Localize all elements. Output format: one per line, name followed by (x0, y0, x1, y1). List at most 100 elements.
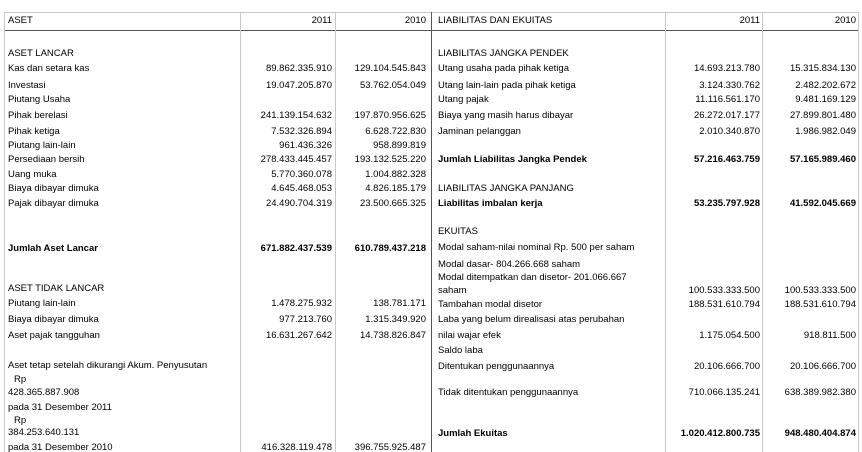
row-label: Modal saham-nilai nominal Rp. 500 per sa… (438, 242, 635, 253)
amount: 188.531.610.794 (688, 299, 760, 310)
amount: 948.480.404.874 (784, 428, 856, 439)
amount: 23.500.665.325 (359, 198, 426, 209)
row-label: Pihak ketiga (8, 126, 60, 137)
header-label: LIABILITAS DAN EKUITAS (438, 15, 553, 26)
column-rule (240, 12, 241, 452)
amount: 7.532.326.894 (271, 126, 332, 137)
amount: 4.826.185.179 (365, 183, 426, 194)
amount: 57.165.989.460 (789, 154, 856, 165)
amount: 416.328.119.478 (261, 442, 332, 452)
amount: 4.645.468.053 (271, 183, 332, 194)
row-label: ASET LANCAR (8, 48, 74, 59)
row-label: pada 31 Desember 2011 (8, 402, 112, 413)
row-label: Utang usaha pada pihak ketiga (438, 63, 569, 74)
header-year: 2011 (739, 15, 760, 26)
amount: 188.531.610.794 (784, 299, 856, 310)
amount: 9.481.169.129 (795, 94, 856, 105)
amount: 100.533.333.500 (688, 285, 760, 296)
row-label: Jumlah Ekuitas (438, 428, 508, 439)
row-label: Investasi (8, 80, 46, 91)
amount: 6.628.722.830 (365, 126, 426, 137)
row-label: Aset pajak tangguhan (8, 330, 100, 341)
row-label: Tambahan modal disetor (438, 299, 543, 310)
header-label: ASET (8, 15, 33, 26)
amount: 638.389.982.380 (784, 387, 856, 398)
row-label: saham (438, 285, 467, 296)
amount: 53.762.054.049 (359, 80, 426, 91)
row-label: Aset tetap setelah dikurangi Akum. Penyu… (8, 360, 208, 371)
row-label: EKUITAS (438, 226, 478, 237)
row-label: Pihak berelasi (8, 110, 68, 121)
header-year: 2010 (834, 15, 856, 26)
amount: 129.104.545.843 (354, 63, 426, 74)
amount: 27.899.801.480 (789, 110, 856, 121)
amount: 241.139.154.632 (260, 110, 332, 121)
amount: 15.315.834.130 (789, 63, 856, 74)
row-label: Jaminan pelanggan (438, 126, 521, 137)
amount: 2.010.340.870 (699, 126, 760, 137)
amount: 41.592.045.669 (789, 198, 856, 209)
row-label: Biaya dibayar dimuka (8, 314, 99, 325)
header-year: 2010 (404, 15, 426, 26)
amount: 961.436.326 (279, 140, 332, 151)
amount: 1.020.412.800.735 (680, 428, 760, 439)
amount: 1.175.054.500 (699, 330, 760, 341)
row-label: Ditentukan penggunaannya (438, 361, 555, 372)
row-label: Kas dan setara kas (8, 63, 90, 74)
amount: 197.870.956.625 (354, 110, 426, 121)
column-rule (431, 12, 432, 452)
row-label: pada 31 Desember 2010 (8, 442, 113, 452)
row-label: Piutang lain-lain (8, 140, 76, 151)
row-label: Jumlah Liabilitas Jangka Pendek (438, 154, 587, 165)
column-rule (4, 12, 5, 452)
row-label: Laba yang belum direalisasi atas perubah… (438, 314, 625, 325)
amount: 193.132.525.220 (354, 154, 426, 165)
row-label: Piutang lain-lain (8, 298, 76, 309)
amount: 24.490.704.319 (265, 198, 332, 209)
amount: 278.433.445.457 (260, 154, 332, 165)
row-label: Rp (14, 374, 27, 385)
column-rule (335, 12, 336, 452)
row-label: 428.365.887.908 (8, 387, 80, 398)
row-label: Jumlah Aset Lancar (8, 243, 98, 254)
row-label: Rp (14, 415, 27, 426)
amount: 2.482.202.672 (795, 80, 856, 91)
amount: 26.272.017.177 (693, 110, 760, 121)
amount: 918.811.500 (803, 330, 856, 341)
amount: 16.631.267.642 (265, 330, 332, 341)
amount: 610.789.437.218 (354, 243, 426, 254)
row-label: Biaya yang masih harus dibayar (438, 110, 574, 121)
row-label: nilai wajar efek (438, 330, 501, 341)
row-label: Uang muka (8, 169, 57, 180)
amount: 89.862.335.910 (265, 63, 332, 74)
amount: 671.882.437.539 (260, 243, 332, 254)
amount: 20.106.666.700 (693, 361, 760, 372)
amount: 19.047.205.870 (265, 80, 332, 91)
row-label: LIABILITAS JANGKA PENDEK (438, 48, 569, 59)
amount: 53.235.797.928 (693, 198, 760, 209)
row-label: Modal dasar- 804.266.668 saham (438, 259, 581, 270)
amount: 100.533.333.500 (784, 285, 856, 296)
amount: 977.213.760 (279, 314, 332, 325)
amount: 5.770.360.078 (271, 169, 332, 180)
row-label: ASET TIDAK LANCAR (8, 283, 105, 294)
amount: 138.781.171 (373, 298, 426, 309)
row-label: Utang lain-lain pada pihak ketiga (438, 80, 576, 91)
amount: 57.216.463.759 (693, 154, 760, 165)
row-label: Modal ditempatkan dan disetor- 201.066.6… (438, 272, 627, 283)
amount: 710.066.135.241 (688, 387, 760, 398)
row-label: Pajak dibayar dimuka (8, 198, 99, 209)
amount: 1.478.275.932 (271, 298, 332, 309)
amount: 20.106.666.700 (789, 361, 856, 372)
row-label: Tidak ditentukan penggunaannya (438, 387, 579, 398)
amount: 1.986.982.049 (795, 126, 856, 137)
amount: 14.738.826.847 (359, 330, 426, 341)
amount: 14.693.213.780 (693, 63, 760, 74)
row-label: Piutang Usaha (8, 94, 71, 105)
row-label: Utang pajak (438, 94, 489, 105)
amount: 1.315.349.920 (365, 314, 426, 325)
header-year: 2011 (311, 15, 332, 26)
amount: 11.116.561.170 (695, 94, 760, 105)
amount: 3.124.330.762 (699, 80, 760, 91)
